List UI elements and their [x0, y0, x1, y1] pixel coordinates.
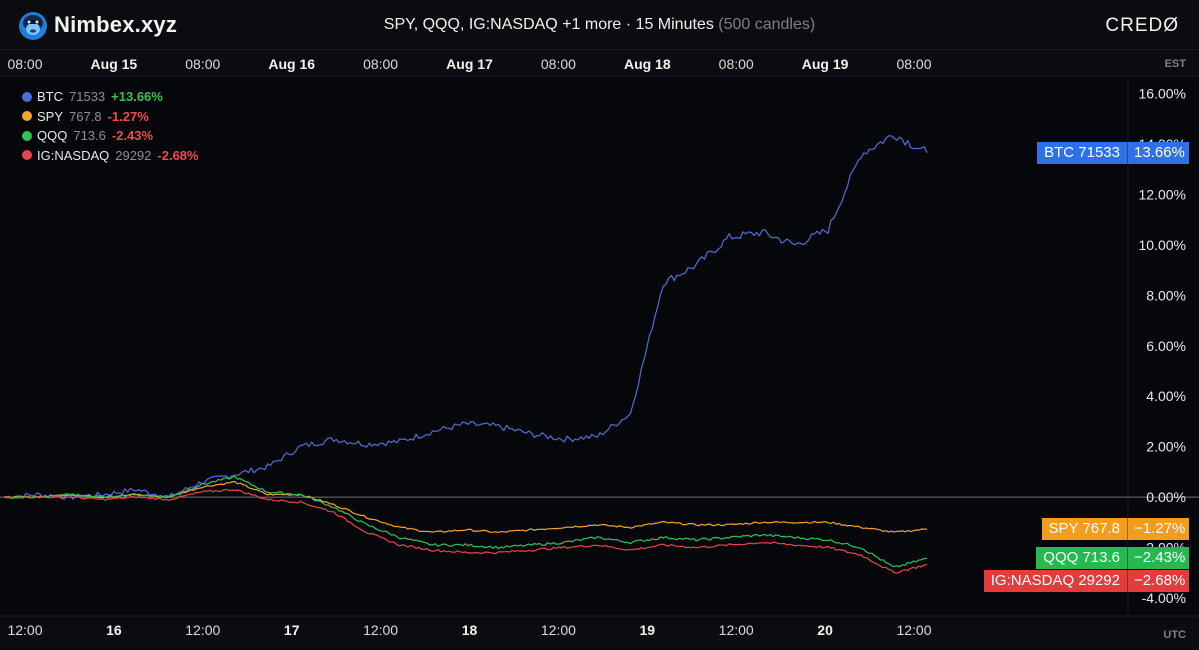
chart-legend: BTC 71533 +13.66% SPY 767.8 -1.27% QQQ 7…	[22, 87, 199, 165]
legend-item-btc[interactable]: BTC 71533 +13.66%	[22, 87, 199, 107]
bottom-time-tick: 12:00	[541, 622, 576, 638]
top-time-tick: 08:00	[896, 56, 931, 72]
brand-name[interactable]: Nimbex.xyz	[54, 12, 178, 37]
y-tick-label: 12.00%	[1139, 187, 1186, 203]
price-tag-label: IG:NASDAQ 29292	[990, 572, 1120, 590]
y-tick-label: 16.00%	[1139, 86, 1186, 102]
legend-item-qqq[interactable]: QQQ 713.6 -2.43%	[22, 126, 199, 146]
bottom-time-axis	[0, 616, 1199, 650]
bottom-time-tick: 12:00	[7, 622, 42, 638]
top-time-tick: Aug 15	[91, 56, 138, 72]
legend-price: 713.6	[73, 128, 106, 144]
legend-dot	[22, 130, 32, 141]
y-tick-label: 10.00%	[1139, 237, 1186, 253]
bottom-time-tick: 19	[640, 622, 656, 638]
bottom-timezone-label: UTC	[1163, 629, 1186, 641]
legend-price: 71533	[69, 89, 106, 105]
top-time-axis	[0, 50, 1199, 76]
comparison-chart[interactable]: 16.00%14.00%12.00%10.00%8.00%6.00%4.00%2…	[0, 50, 1199, 650]
bottom-time-tick: 16	[106, 622, 122, 638]
top-time-tick: 08:00	[541, 56, 576, 72]
gorilla-logo-icon[interactable]	[18, 11, 48, 41]
bottom-time-tick: 12:00	[896, 622, 931, 638]
partner-logo[interactable]: CREDØ	[1105, 15, 1179, 36]
bottom-time-tick: 12:00	[363, 622, 398, 638]
y-tick-label: 2.00%	[1146, 439, 1186, 455]
y-tick-label: 8.00%	[1146, 287, 1186, 303]
legend-symbol: IG:NASDAQ	[37, 147, 110, 163]
top-time-tick: Aug 16	[268, 56, 315, 72]
chart-title: SPY, QQQ, IG:NASDAQ +1 more · 15 Minutes…	[0, 16, 1199, 34]
price-tag-change: −2.68%	[1127, 570, 1189, 593]
y-tick-label: 4.00%	[1146, 388, 1186, 404]
app-header: Nimbex.xyz SPY, QQQ, IG:NASDAQ +1 more ·…	[0, 0, 1199, 50]
y-tick-label: 0.00%	[1146, 489, 1186, 505]
legend-symbol: QQQ	[37, 128, 68, 144]
bottom-time-tick: 12:00	[719, 622, 754, 638]
legend-symbol: SPY	[37, 108, 64, 124]
chart-symbols: SPY, QQQ, IG:NASDAQ +1 more · 15 Minutes	[383, 16, 714, 33]
bottom-time-tick: 17	[284, 622, 300, 638]
series-line-qqq	[3, 475, 928, 568]
legend-price: 767.8	[69, 108, 102, 124]
legend-item-spy[interactable]: SPY 767.8 -1.27%	[22, 107, 199, 127]
top-time-tick: 08:00	[185, 56, 220, 72]
plot-background	[0, 50, 1199, 650]
price-tag-qqq: QQQ 713.6 −2.43%	[1036, 547, 1189, 570]
bottom-time-tick: 18	[462, 622, 478, 638]
candle-count: (500 candles)	[718, 16, 816, 33]
price-tag-spy: SPY 767.8 −1.27%	[1041, 518, 1189, 541]
top-time-tick: 08:00	[719, 56, 754, 72]
series-line-nasdaq	[3, 488, 928, 574]
bottom-time-tick: 20	[817, 622, 833, 638]
y-tick-label: 6.00%	[1146, 338, 1186, 354]
price-tag-change: −2.43%	[1127, 547, 1189, 570]
y-tick-label: -4.00%	[1142, 590, 1186, 606]
legend-change: -2.43%	[111, 128, 154, 144]
top-time-tick: 08:00	[363, 56, 398, 72]
top-time-tick: Aug 18	[624, 56, 671, 72]
top-time-tick: 08:00	[7, 56, 42, 72]
price-tag-change: 13.66%	[1127, 141, 1189, 164]
price-tag-label: QQQ 713.6	[1043, 549, 1120, 567]
legend-change: -2.68%	[157, 147, 199, 163]
legend-change: +13.66%	[111, 89, 163, 105]
price-tag-label: SPY 767.8	[1048, 520, 1120, 538]
legend-dot	[22, 150, 32, 161]
top-time-tick: Aug 19	[802, 56, 849, 72]
price-tag-change: −1.27%	[1127, 518, 1189, 541]
price-tag-label: BTC 71533	[1044, 143, 1120, 161]
price-tag-nasdaq: IG:NASDAQ 29292 −2.68%	[983, 570, 1189, 593]
legend-dot	[22, 111, 32, 122]
series-line-spy	[3, 480, 928, 533]
legend-item-nasdaq[interactable]: IG:NASDAQ 29292 -2.68%	[22, 146, 199, 166]
top-time-tick: Aug 17	[446, 56, 493, 72]
legend-price: 29292	[115, 147, 152, 163]
legend-change: -1.27%	[107, 108, 149, 124]
legend-dot	[22, 91, 32, 102]
legend-symbol: BTC	[37, 89, 63, 105]
bottom-time-tick: 12:00	[185, 622, 220, 638]
price-tag-btc: BTC 71533 13.66%	[1037, 141, 1189, 164]
top-timezone-label: EST	[1165, 58, 1187, 70]
